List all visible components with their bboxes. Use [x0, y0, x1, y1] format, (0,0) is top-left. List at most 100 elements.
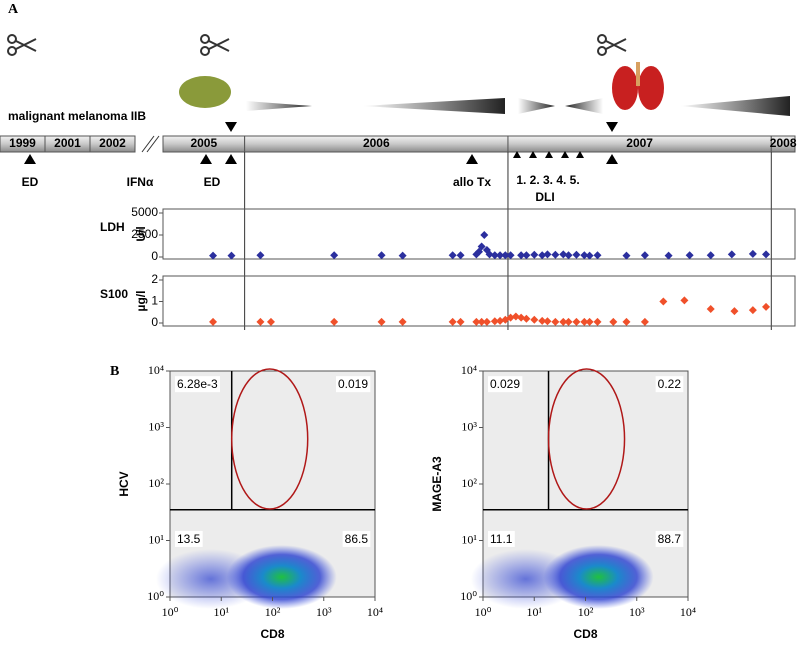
y-tick-label: 10¹: [148, 532, 164, 546]
quadrant-value: 0.029: [490, 377, 520, 391]
year-label: 2007: [626, 136, 653, 150]
year-label: 1999: [9, 136, 36, 150]
quadrant-value: 6.28e-3: [177, 377, 218, 391]
data-point: [585, 317, 594, 326]
chart-title: LDH: [100, 220, 125, 234]
x-tick-label: 10³: [629, 605, 645, 619]
data-point: [685, 251, 694, 260]
y-tick-label: 0: [151, 315, 158, 329]
scissors-icon: [7, 34, 627, 56]
event-markers: [24, 122, 618, 164]
data-point: [506, 313, 515, 322]
y-tick-label: 10³: [148, 419, 164, 433]
data-point: [490, 317, 499, 326]
event-label: allo Tx: [453, 175, 491, 189]
therapy-wedge: [565, 98, 603, 114]
therapy-wedge: [680, 96, 790, 116]
quadrant-box: [655, 530, 684, 547]
axis-break: [146, 135, 160, 153]
cell-cloud: [226, 545, 337, 609]
data-point: [266, 317, 275, 326]
data-point: [748, 306, 757, 315]
data-point: [477, 317, 486, 326]
data-point: [640, 317, 649, 326]
timeline-segment: [770, 135, 796, 153]
y-tick-label: 2500: [131, 227, 158, 241]
quadrant-value: 88.7: [658, 532, 682, 546]
panel-label: A: [8, 2, 19, 17]
year-label: 2002: [99, 136, 126, 150]
data-point: [517, 313, 526, 322]
data-point: [580, 317, 589, 326]
y-tick-label: 10²: [148, 476, 164, 490]
cell-cloud: [543, 545, 654, 609]
data-point: [538, 251, 547, 260]
event-label: ED: [204, 175, 221, 189]
data-point: [706, 305, 715, 314]
quadrant-box: [488, 376, 523, 393]
data-point: [593, 317, 602, 326]
x-tick-label: 10²: [578, 605, 594, 619]
x-tick-label: 10³: [316, 605, 332, 619]
year-label: 2005: [190, 136, 217, 150]
gate-ellipse: [230, 368, 309, 510]
gate-ellipse: [547, 368, 626, 510]
data-point: [593, 251, 602, 260]
plot-frame: [162, 208, 796, 260]
y-tick-label: 10³: [461, 419, 477, 433]
quadrant-box: [488, 530, 515, 547]
therapy-wedge: [362, 98, 505, 114]
data-point: [522, 251, 531, 260]
y-tick-label: 10⁰: [460, 589, 477, 603]
data-point: [530, 315, 539, 324]
data-point: [377, 317, 386, 326]
timeline-segment: [89, 135, 136, 153]
data-point: [377, 251, 386, 260]
data-point: [472, 317, 481, 326]
data-point: [522, 314, 531, 323]
data-point: [209, 317, 218, 326]
y-axis-label: U/l: [134, 226, 148, 241]
data-point: [448, 251, 457, 260]
data-point: [580, 251, 589, 260]
x-axis-label: CD8: [260, 627, 284, 641]
data-point: [680, 296, 689, 305]
y-tick-label: 1: [151, 294, 158, 308]
y-tick-label: 2: [151, 272, 158, 286]
data-point: [559, 250, 568, 259]
therapy-wedge: [246, 101, 312, 111]
data-point: [448, 317, 457, 326]
data-point: [501, 251, 510, 260]
year-label: 2006: [363, 136, 390, 150]
data-point: [572, 250, 581, 259]
data-point: [398, 317, 407, 326]
data-point: [538, 316, 547, 325]
data-point: [748, 249, 757, 258]
y-tick-label: 10⁴: [148, 363, 164, 377]
quadrant-value: 13.5: [177, 532, 201, 546]
data-point: [551, 250, 560, 259]
data-point: [330, 317, 339, 326]
y-axis-label: µg/l: [134, 291, 148, 312]
timeline-title: malignant melanoma IIB: [8, 109, 146, 123]
y-tick-label: 10⁰: [147, 589, 164, 603]
data-point: [609, 317, 618, 326]
data-point: [622, 317, 631, 326]
event-label: 1. 2. 3. 4. 5.: [516, 173, 579, 187]
organ-icon: [179, 76, 231, 108]
y-tick-label: 5000: [131, 205, 158, 219]
x-tick-label: 10¹: [213, 605, 229, 619]
data-point: [659, 297, 668, 306]
data-point: [456, 251, 465, 260]
y-axis-label: HCV: [117, 471, 131, 496]
data-point: [490, 251, 499, 260]
data-point: [482, 317, 491, 326]
event-label: DLI: [535, 190, 554, 204]
x-tick-label: 10⁴: [367, 605, 383, 619]
data-point: [762, 250, 771, 259]
data-point: [256, 317, 265, 326]
data-point: [727, 250, 736, 259]
data-point: [762, 302, 771, 311]
y-tick-label: 10²: [461, 476, 477, 490]
